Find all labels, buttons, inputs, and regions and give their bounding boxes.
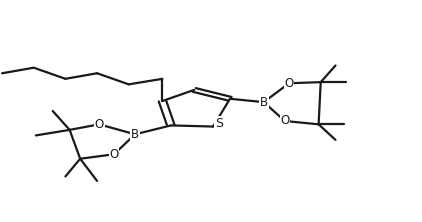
Text: S: S <box>215 117 223 130</box>
Text: B: B <box>131 128 139 141</box>
Text: O: O <box>95 118 104 131</box>
Text: O: O <box>284 77 294 90</box>
Text: O: O <box>280 115 289 127</box>
Text: B: B <box>260 96 268 109</box>
Text: O: O <box>109 148 119 161</box>
